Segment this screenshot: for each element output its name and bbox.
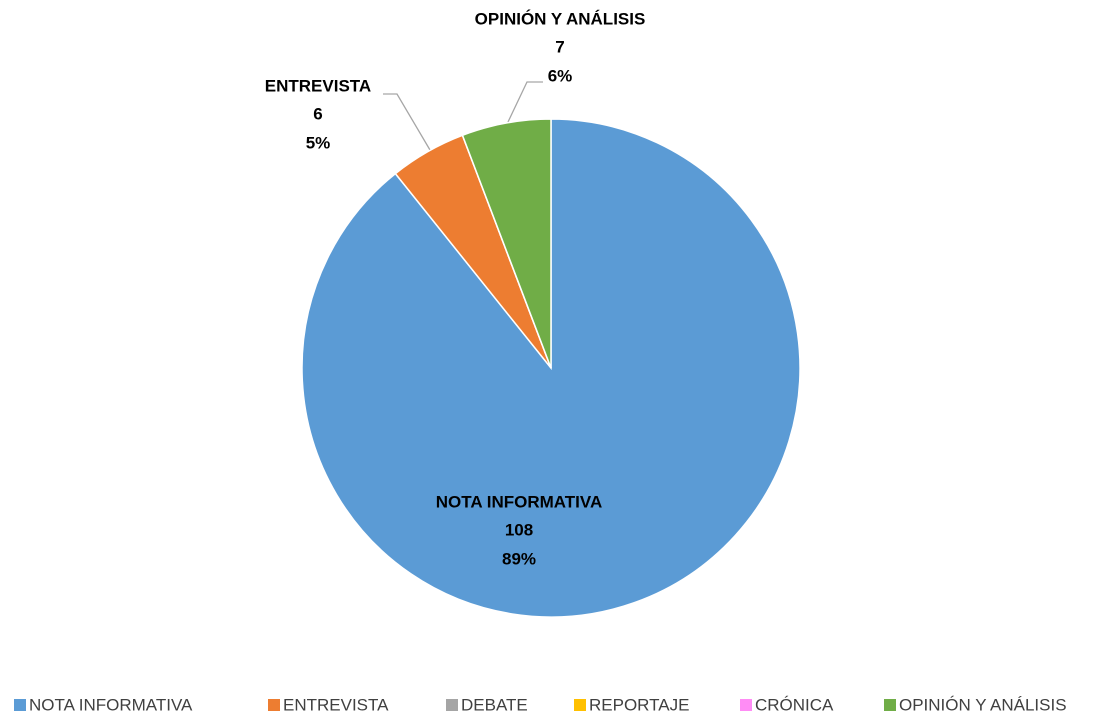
data-label-percent: 6% — [548, 66, 573, 85]
legend-swatch — [14, 699, 26, 711]
data-label-value: 108 — [505, 520, 533, 539]
legend-label: REPORTAJE — [589, 695, 689, 714]
data-label-name: ENTREVISTA — [265, 76, 371, 95]
legend-swatch — [268, 699, 280, 711]
data-label-name: NOTA INFORMATIVA — [436, 492, 603, 511]
data-label-percent: 5% — [306, 133, 331, 152]
legend-swatch — [884, 699, 896, 711]
legend-swatch — [740, 699, 752, 711]
legend-label: NOTA INFORMATIVA — [29, 695, 193, 714]
data-label-percent: 89% — [502, 549, 536, 568]
leader-line — [383, 93, 431, 151]
data-label-value: 6 — [313, 104, 322, 123]
legend-label: ENTREVISTA — [283, 695, 389, 714]
legend-swatch — [446, 699, 458, 711]
legend-label: DEBATE — [461, 695, 528, 714]
pie-slice — [461, 118, 552, 369]
legend-swatch — [574, 699, 586, 711]
legend-label: CRÓNICA — [755, 695, 834, 714]
leader-line — [507, 81, 543, 123]
legend-label: OPINIÓN Y ANÁLISIS — [899, 695, 1067, 714]
data-label-value: 7 — [555, 37, 564, 56]
data-label-name: OPINIÓN Y ANÁLISIS — [475, 9, 646, 28]
